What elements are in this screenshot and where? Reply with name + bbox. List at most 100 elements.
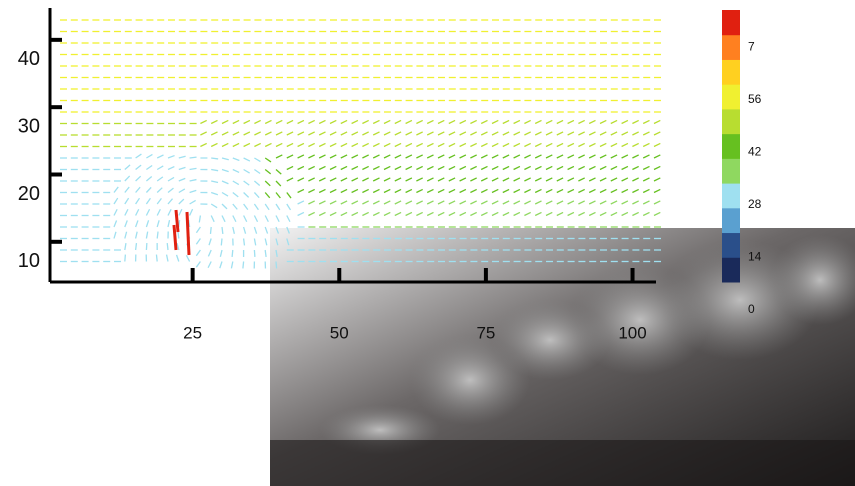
vector-arrow xyxy=(352,155,358,158)
vector-arrow xyxy=(589,166,595,169)
vector-arrow xyxy=(622,178,628,181)
vector-arrow xyxy=(449,189,455,192)
vector-arrow xyxy=(298,143,304,146)
vector-arrow xyxy=(611,212,617,215)
vector-arrow xyxy=(265,227,267,234)
vector-arrow xyxy=(330,155,336,158)
vector-arrow xyxy=(244,227,246,234)
vector-arrow xyxy=(222,158,229,160)
vector-arrow xyxy=(287,193,291,199)
vector-arrow xyxy=(319,178,325,181)
vector-arrow xyxy=(622,143,628,146)
vector-arrow xyxy=(654,155,660,158)
vector-arrow xyxy=(254,216,257,222)
vector-arrow xyxy=(157,166,163,170)
vector-arrow xyxy=(643,178,649,181)
vector-arrow xyxy=(643,132,649,135)
vector-arrow xyxy=(114,209,117,215)
vector-arrow xyxy=(168,188,173,192)
vector-arrow xyxy=(622,212,628,215)
vector-arrow xyxy=(190,209,193,215)
vector-arrow xyxy=(643,120,649,123)
colorbar-segment xyxy=(722,10,740,35)
vector-arrow xyxy=(416,201,422,204)
vector-arrow xyxy=(384,178,390,181)
vector-arrow xyxy=(438,120,444,123)
vector-arrow xyxy=(535,120,541,123)
vector-arrow xyxy=(384,212,390,215)
vector-arrow xyxy=(384,120,390,123)
vector-arrow xyxy=(460,120,466,123)
vector-arrow xyxy=(406,189,412,192)
vector-arrow xyxy=(287,204,291,210)
colorbar-tick-label: 42 xyxy=(748,145,762,159)
vector-arrow xyxy=(578,189,584,192)
vector-arrow xyxy=(221,239,222,246)
vector-arrow xyxy=(535,212,541,215)
vector-arrow xyxy=(557,201,563,204)
vector-arrow xyxy=(438,201,444,204)
vector-arrow xyxy=(384,189,390,192)
vector-arrow xyxy=(546,212,552,215)
vector-arrow xyxy=(568,143,574,146)
vector-arrow xyxy=(524,201,530,204)
vector-arrow xyxy=(308,143,314,146)
vector-arrow xyxy=(406,201,412,204)
vector-arrow xyxy=(187,212,189,255)
vector-arrow xyxy=(568,132,574,135)
vector-arrow xyxy=(470,143,476,146)
vector-arrow xyxy=(546,120,552,123)
colorbar-segment xyxy=(722,183,740,208)
vector-arrow xyxy=(524,132,530,135)
vector-arrow xyxy=(503,212,509,215)
vector-arrow xyxy=(514,166,520,169)
vector-arrow xyxy=(196,262,200,268)
vector-arrow xyxy=(600,143,606,146)
vector-arrow xyxy=(200,143,206,146)
vector-arrow xyxy=(416,155,422,158)
vector-arrow xyxy=(352,120,358,123)
vector-arrow xyxy=(470,120,476,123)
vector-arrow xyxy=(341,201,347,204)
vector-arrow xyxy=(308,132,314,135)
vector-arrow xyxy=(373,212,379,215)
vector-arrow xyxy=(352,212,358,215)
vector-arrow xyxy=(503,132,509,135)
vector-arrow xyxy=(524,189,530,192)
colorbar-tick-label: 56 xyxy=(748,92,762,106)
vector-arrow xyxy=(416,166,422,169)
vector-arrow xyxy=(406,143,412,146)
vector-arrow xyxy=(362,120,368,123)
vector-arrow xyxy=(319,155,325,158)
vector-arrow xyxy=(406,120,412,123)
vector-arrow xyxy=(352,189,358,192)
vector-arrow xyxy=(341,166,347,169)
vector-arrow xyxy=(514,201,520,204)
colorbar-segment xyxy=(722,35,740,60)
vector-arrow xyxy=(233,193,238,197)
vector-arrow xyxy=(254,132,260,135)
vector-arrow xyxy=(438,132,444,135)
vector-arrow xyxy=(373,178,379,181)
vector-arrow xyxy=(557,155,563,158)
vector-arrow xyxy=(524,143,530,146)
vector-arrow xyxy=(481,120,487,123)
vector-arrow xyxy=(449,178,455,181)
vector-arrow xyxy=(179,189,185,193)
vector-arrow xyxy=(503,120,509,123)
vector-arrow xyxy=(470,212,476,215)
vector-arrow xyxy=(481,166,487,169)
vector-arrow xyxy=(535,178,541,181)
vector-arrow xyxy=(449,201,455,204)
vector-arrow xyxy=(632,132,638,135)
vector-arrow xyxy=(514,132,520,135)
vector-arrow xyxy=(611,143,617,146)
vector-arrow xyxy=(362,132,368,135)
vector-arrow xyxy=(319,189,325,192)
vector-arrow xyxy=(190,157,197,158)
vector-arrow xyxy=(276,143,282,146)
vector-arrow xyxy=(136,165,141,169)
vector-arrow xyxy=(568,120,574,123)
vector-arrow xyxy=(427,178,433,181)
vector-arrow xyxy=(470,189,476,192)
